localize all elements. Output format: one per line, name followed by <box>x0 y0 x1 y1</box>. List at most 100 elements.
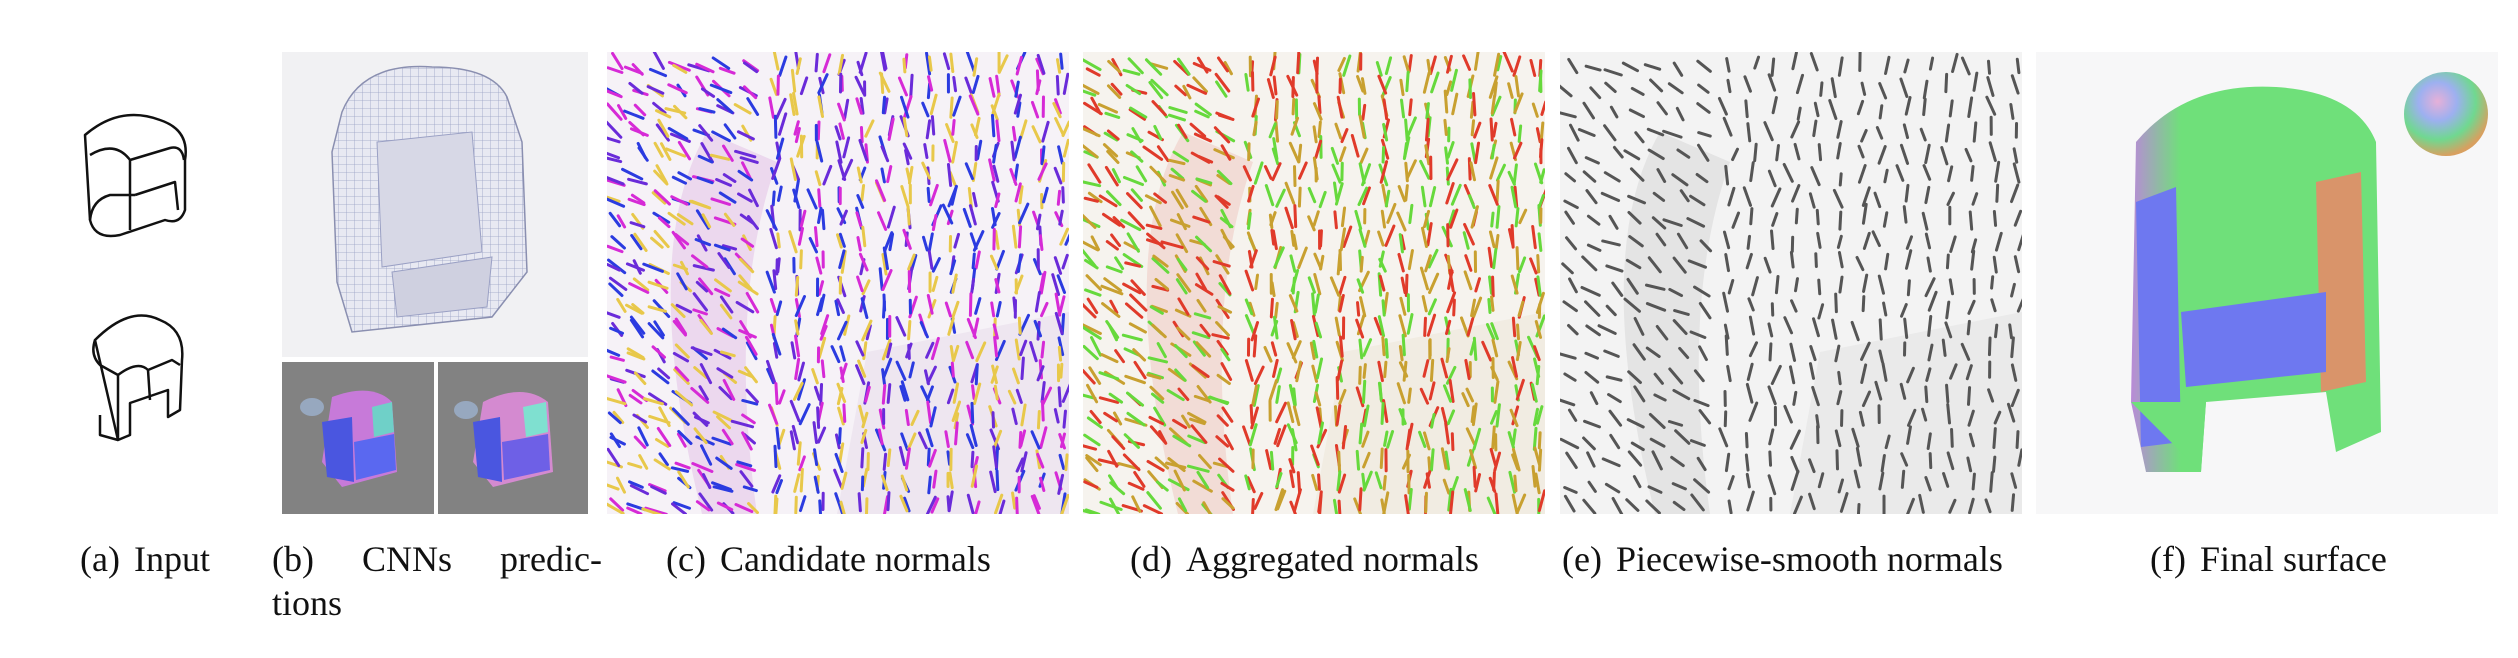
normal-stroke <box>1269 450 1275 471</box>
normal-stroke <box>965 340 975 360</box>
normal-stroke <box>1405 159 1417 180</box>
normal-stroke <box>1085 456 1099 473</box>
normal-stroke <box>1339 227 1347 252</box>
normal-stroke <box>1297 186 1302 208</box>
normal-stroke <box>1813 101 1820 118</box>
normal-stroke <box>1380 138 1390 160</box>
normal-stroke <box>747 502 759 514</box>
normal-stroke <box>638 454 649 470</box>
normal-stroke <box>1058 295 1066 315</box>
normal-stroke <box>1108 392 1124 404</box>
normal-stroke <box>1815 208 1820 226</box>
normal-stroke <box>1197 155 1214 164</box>
normal-stroke <box>1297 161 1308 180</box>
normal-stroke <box>1537 489 1545 513</box>
normal-stroke <box>1199 323 1211 338</box>
normal-stroke <box>607 411 622 425</box>
normal-stroke <box>1495 403 1501 428</box>
normal-stroke <box>1992 427 1997 450</box>
normal-stroke <box>654 109 672 119</box>
normal-stroke <box>716 415 731 430</box>
normal-stroke <box>713 348 732 360</box>
normal-stroke <box>1112 411 1123 426</box>
normal-stroke <box>1149 165 1167 184</box>
normal-stroke <box>1532 426 1538 451</box>
normal-stroke <box>1926 432 1932 450</box>
normal-stroke <box>1148 80 1164 100</box>
normal-stroke <box>1874 380 1883 401</box>
normal-stroke <box>1198 453 1212 470</box>
normal-stroke <box>1312 156 1319 181</box>
normal-stroke <box>907 432 917 450</box>
normal-stroke <box>799 467 804 493</box>
normal-stroke <box>1129 293 1148 312</box>
normal-stroke <box>1626 277 1639 295</box>
normal-stroke <box>1154 277 1169 291</box>
normal-stroke <box>1176 326 1191 341</box>
normal-stroke <box>952 95 962 117</box>
normal-stroke <box>2013 209 2022 227</box>
normal-stroke <box>1835 449 1839 471</box>
normal-stroke <box>1672 319 1688 336</box>
normal-stroke <box>1942 472 1950 488</box>
normal-stroke <box>1855 446 1862 467</box>
normal-stroke <box>1767 322 1774 338</box>
normal-stroke <box>1671 482 1687 491</box>
normal-stroke <box>1250 406 1259 430</box>
normal-stroke <box>843 314 851 336</box>
normal-stroke <box>1928 452 1933 470</box>
normal-stroke <box>1746 122 1752 143</box>
normal-stroke <box>1354 209 1363 231</box>
normal-stroke <box>1971 472 1976 491</box>
normal-stroke <box>886 165 893 184</box>
normal-stroke <box>1837 370 1842 386</box>
normal-stroke <box>819 382 824 407</box>
normal-stroke <box>623 109 645 120</box>
normal-stroke <box>1244 314 1255 335</box>
normal-stroke <box>1899 143 1910 165</box>
normal-stroke <box>1862 273 1869 293</box>
normal-stroke <box>1384 189 1391 208</box>
normal-stroke <box>1126 133 1144 143</box>
normal-stroke <box>1753 55 1761 70</box>
normal-stroke <box>1146 491 1162 510</box>
normal-stroke <box>1656 101 1668 116</box>
normal-stroke <box>1655 324 1669 341</box>
normal-stroke <box>1244 474 1251 491</box>
normal-stroke <box>1150 392 1165 404</box>
normal-stroke <box>1567 57 1579 75</box>
normal-stroke <box>653 458 671 471</box>
normal-stroke <box>1151 257 1170 274</box>
normal-stroke <box>1153 124 1163 141</box>
normal-stroke <box>1384 224 1396 247</box>
normal-stroke <box>1196 470 1210 490</box>
normal-stroke <box>1124 261 1142 268</box>
normal-stroke <box>741 161 752 180</box>
normal-stroke <box>992 164 1000 183</box>
normal-stroke <box>886 342 893 359</box>
normal-stroke <box>1689 330 1707 339</box>
normal-stroke <box>677 429 693 445</box>
normal-stroke <box>1379 447 1384 469</box>
normal-stroke <box>745 388 759 404</box>
cnn-voxel-panel <box>282 52 588 357</box>
normal-stroke <box>1722 291 1730 313</box>
normal-stroke <box>1965 364 1973 381</box>
normal-stroke <box>739 156 759 164</box>
normal-stroke <box>1609 105 1619 119</box>
normal-stroke <box>1855 255 1865 272</box>
normal-stroke <box>1334 182 1344 206</box>
normal-stroke <box>1695 173 1709 184</box>
normal-stroke <box>1697 131 1712 138</box>
normal-stroke <box>1767 73 1777 92</box>
normal-stroke <box>839 345 846 362</box>
normal-stroke <box>1809 52 1819 72</box>
normal-stroke <box>1748 341 1759 358</box>
normal-stroke <box>1605 264 1624 273</box>
caption-c-text: Candidate normals <box>719 539 991 579</box>
normal-stroke <box>1358 422 1364 445</box>
normal-stroke <box>962 207 972 228</box>
normal-stroke <box>1380 209 1387 229</box>
normal-stroke <box>1922 97 1927 117</box>
normal-stroke <box>1014 338 1021 361</box>
